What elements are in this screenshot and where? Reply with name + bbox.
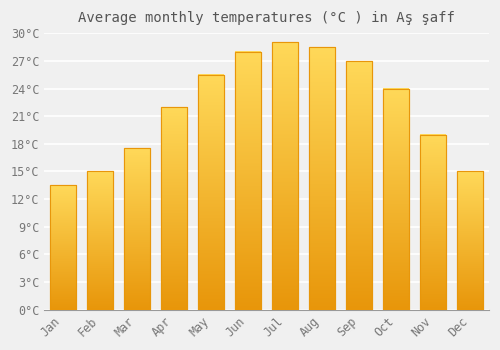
Bar xyxy=(346,61,372,310)
Bar xyxy=(384,89,409,310)
Bar xyxy=(87,172,113,310)
Bar xyxy=(458,172,483,310)
Bar xyxy=(310,47,335,310)
Bar xyxy=(346,61,372,310)
Bar xyxy=(161,107,187,310)
Bar xyxy=(161,107,187,310)
Title: Average monthly temperatures (°C ) in Aş şaff: Average monthly temperatures (°C ) in Aş… xyxy=(78,11,455,25)
Bar xyxy=(458,172,483,310)
Bar xyxy=(310,47,335,310)
Bar xyxy=(124,148,150,310)
Bar xyxy=(87,172,113,310)
Bar xyxy=(198,75,224,310)
Bar xyxy=(235,52,261,310)
Bar xyxy=(124,148,150,310)
Bar xyxy=(420,135,446,310)
Bar xyxy=(272,42,298,310)
Bar xyxy=(384,89,409,310)
Bar xyxy=(272,42,298,310)
Bar xyxy=(50,185,76,310)
Bar xyxy=(235,52,261,310)
Bar xyxy=(198,75,224,310)
Bar xyxy=(420,135,446,310)
Bar xyxy=(50,185,76,310)
